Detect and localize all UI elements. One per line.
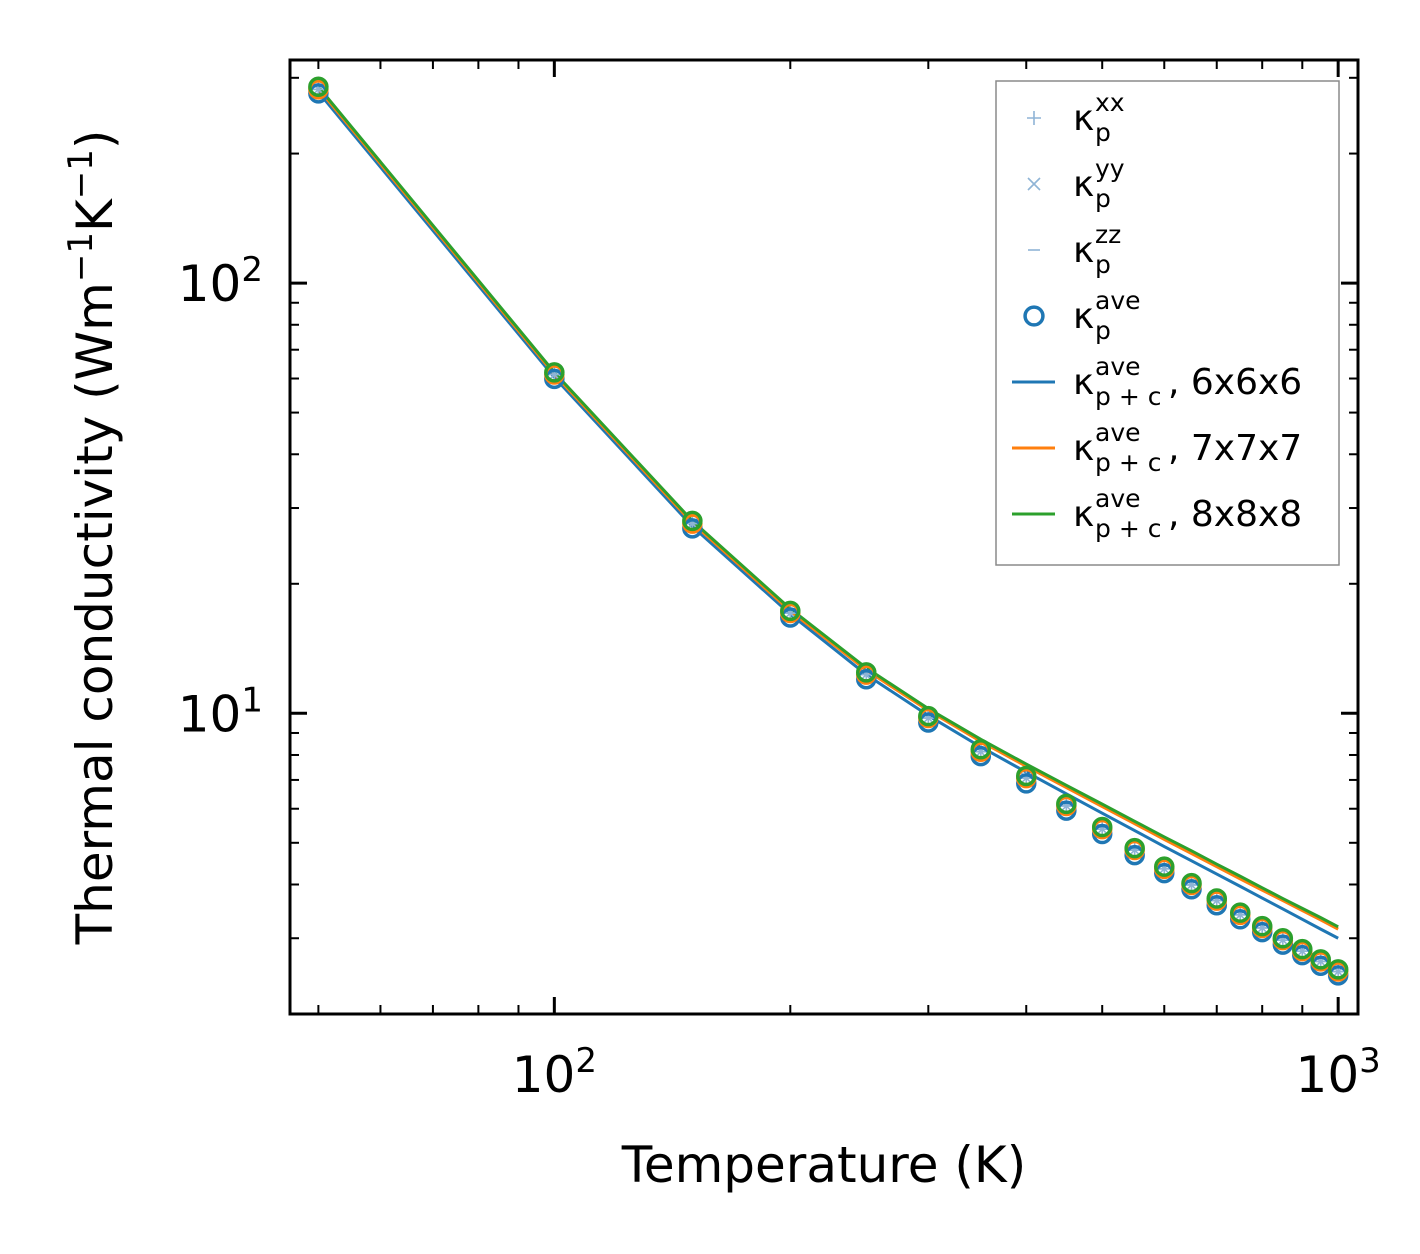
x-tick-label: 102 [512, 1041, 597, 1104]
y-axis-title-exp2: −1 [61, 149, 101, 199]
series-line-1 [317, 91, 1339, 940]
legend-label-sub: p [1095, 316, 1111, 345]
data-point-circle [780, 600, 801, 622]
legend-label: κ [1073, 362, 1094, 403]
legend-label: κ [1073, 296, 1094, 337]
data-point-circle [856, 662, 877, 683]
legend-label-sup: xx [1095, 88, 1125, 117]
legend-entry: κ pzz [1028, 220, 1121, 279]
y-axis-title: Thermal conductivity (Wm−1K−1) [61, 130, 124, 946]
data-point-circle [1229, 902, 1251, 923]
data-point-circle [1181, 872, 1202, 894]
legend-label-sup: ave [1095, 352, 1141, 381]
plot-frame [288, 58, 1360, 1016]
legend-label-sup: yy [1095, 154, 1125, 183]
legend-label: κ [1073, 494, 1094, 535]
legend-label-sub: p + c [1095, 382, 1161, 411]
series-line-3 [317, 85, 1339, 929]
data-point-circle [918, 705, 939, 727]
data-layer [308, 76, 1349, 986]
legend-label: κ [1073, 230, 1094, 271]
data-point-circle [1327, 959, 1349, 980]
legend-label-sub: p + c [1095, 448, 1161, 477]
data-point-circle [1124, 837, 1145, 859]
legend-marker-swatch [1023, 305, 1045, 327]
legend-label-tail: , 6x6x6 [1168, 362, 1302, 403]
legend-entry: κ pyy [1027, 154, 1125, 213]
y-axis-title-prefix: Thermal conductivity (Wm [66, 282, 124, 945]
data-point-circle [682, 510, 703, 532]
legend-label-sub: p [1095, 118, 1111, 147]
y-axis-title-mid: K [66, 198, 124, 232]
legend-label: κ [1073, 428, 1094, 469]
data-point-circle [1272, 927, 1294, 949]
y-axis-title-exp1: −1 [61, 232, 101, 282]
y-axis-title-suffix: ) [66, 130, 124, 150]
legend-label-sub: p [1095, 250, 1111, 279]
x-axis-title: Temperature (K) [621, 1136, 1026, 1194]
x-tick-label: 103 [1296, 1041, 1381, 1104]
data-point-circle [544, 362, 565, 383]
legend-label-sub: p + c [1095, 514, 1161, 543]
data-point-circle [308, 76, 329, 97]
data-point-circle [1154, 856, 1175, 877]
legend-label: κ [1073, 164, 1094, 205]
ticks-layer: 102 103 101 102 [178, 60, 1381, 1104]
data-point-circle [1310, 949, 1331, 970]
series-markers-3 [312, 88, 1345, 973]
legend-marker-swatch [1027, 111, 1041, 125]
data-point-circle [970, 738, 992, 760]
data-point-circle [1206, 888, 1227, 909]
data-point-circle [1091, 816, 1113, 838]
series-markers-6 [308, 76, 1349, 980]
legend-label-sup: ave [1095, 286, 1141, 315]
legend-label-tail: , 8x8x8 [1168, 494, 1302, 535]
legend-label-tail: , 7x7x7 [1168, 428, 1302, 469]
data-point-circle [1292, 938, 1313, 960]
legend-box [995, 80, 1340, 566]
data-point-circle [1056, 793, 1077, 815]
data-point-circle [1015, 765, 1037, 787]
y-tick-label: 101 [178, 680, 263, 743]
y-tick-label: 102 [178, 250, 263, 313]
legend-label: κ [1073, 98, 1094, 139]
data-point-circle [1251, 915, 1273, 937]
legend-label-sub: p [1095, 184, 1111, 213]
legend-label-sup: zz [1095, 220, 1121, 249]
legend-label-sup: ave [1095, 418, 1141, 447]
legend-entry: κ pxx [1027, 88, 1125, 147]
legend-label-sup: ave [1095, 484, 1141, 513]
series-line-2 [317, 87, 1339, 931]
legend-marker-swatch [1027, 177, 1041, 191]
